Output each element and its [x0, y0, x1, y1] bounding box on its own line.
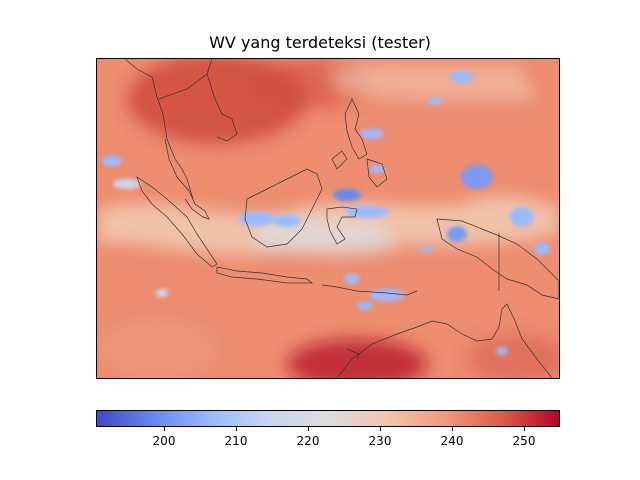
colorbar [96, 410, 560, 427]
wv-field-cold-cells [102, 71, 550, 355]
colorbar-tick-label: 210 [224, 434, 248, 448]
chart-title: WV yang terdeteksi (tester) [209, 33, 431, 52]
colorbar-tick [524, 427, 525, 431]
colorbar-tick-label: 240 [440, 434, 464, 448]
colorbar-tick-label: 220 [296, 434, 320, 448]
map-panel [96, 58, 560, 379]
colorbar-tick [308, 427, 309, 431]
colorbar-tick [236, 427, 237, 431]
colorbar-gradient [97, 411, 559, 426]
colorbar-tick-label: 230 [368, 434, 392, 448]
colorbar-tick [380, 427, 381, 431]
colorbar-tick-label: 250 [512, 434, 536, 448]
coastlines [124, 59, 559, 378]
colorbar-tick [452, 427, 453, 431]
colorbar-tick-label: 200 [152, 434, 176, 448]
colorbar-tick [164, 427, 165, 431]
map-svg [97, 59, 559, 378]
